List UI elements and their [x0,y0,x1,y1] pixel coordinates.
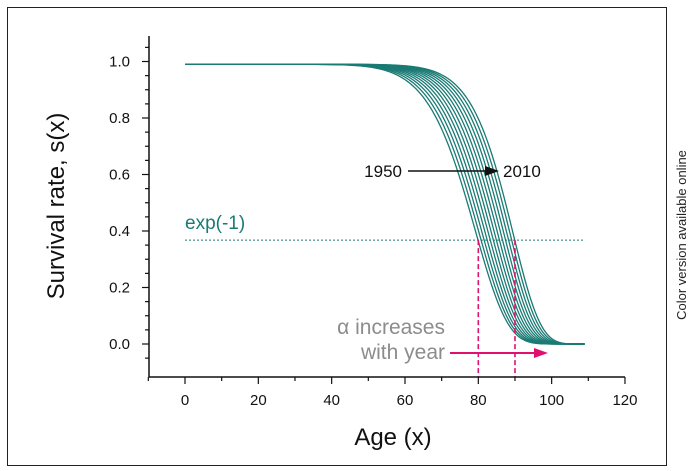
alpha-arrowhead [534,348,548,358]
survival-curve-1980 [185,63,585,345]
survival-curve-1955 [185,63,585,345]
survival-curves [185,63,585,345]
y-tick-label: 0.0 [109,336,130,353]
survival-curve-1975 [185,63,585,345]
alpha-annotation-line2: with year [360,341,445,364]
x-tick-label: 120 [612,392,637,409]
y-tick-label: 0.6 [109,167,130,184]
survival-curve-2010 [185,63,585,345]
x-tick-label: 100 [539,392,564,409]
x-tick-label: 40 [323,392,340,409]
y-axis-title: Survival rate, s(x) [43,113,70,300]
survival-chart: 0 20 40 60 80 100 120 0.0 0.2 0.4 0.6 0.8 1.0 Age (x… [43,36,637,451]
reference-layer [185,239,585,377]
year-start-label: 1950 [364,162,402,181]
survival-curve-1985 [185,63,585,345]
survival-curve-1990 [185,63,585,345]
survival-curve-1995 [185,63,585,345]
survival-curve-2005 [185,63,585,345]
y-tick-label: 0.8 [109,110,130,127]
y-tick-label: 1.0 [109,54,130,71]
survival-curve-2000 [185,63,585,345]
y-tick-label: 0.2 [109,280,130,297]
color-version-note: Color version available online [674,150,689,320]
y-tick-label: 0.4 [109,223,130,240]
survival-curve-1970 [185,63,585,345]
year-end-label: 2010 [503,162,541,181]
alpha-annotation-line1: α increases [337,316,445,339]
axes: 0 20 40 60 80 100 120 0.0 0.2 0.4 0.6 0.8 1.0 [109,36,637,409]
x-tick-label: 0 [181,392,189,409]
exp-minus-one-label: exp(-1) [185,213,245,234]
x-tick-label: 20 [250,392,267,409]
year-arrowhead [485,166,499,176]
x-tick-label: 60 [397,392,414,409]
x-tick-label: 80 [470,392,487,409]
color-version-note-text: Color version available online [674,150,689,320]
survival-curve-1965 [185,63,585,345]
x-axis-title: Age (x) [354,424,431,451]
chart-frame: 0 20 40 60 80 100 120 0.0 0.2 0.4 0.6 0.8 1.0 Age (x… [7,7,667,466]
survival-curve-1950 [185,63,585,345]
survival-curve-1960 [185,63,585,345]
